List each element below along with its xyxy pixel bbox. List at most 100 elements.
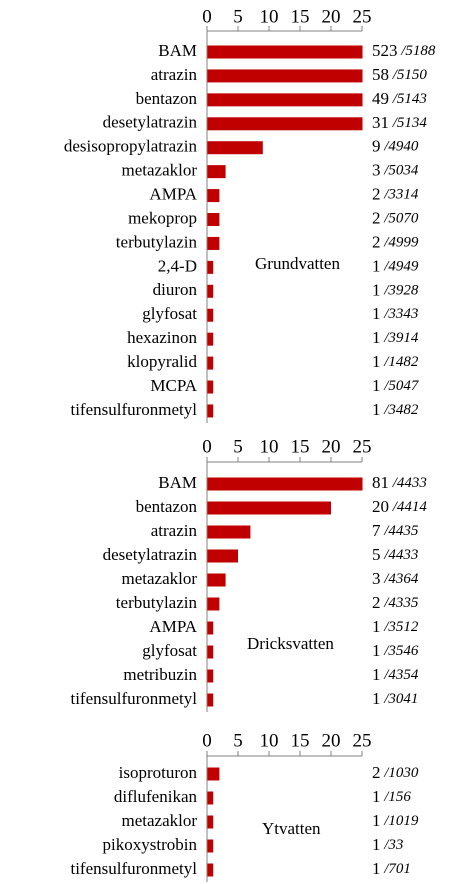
count: 20 (372, 497, 389, 516)
total: 4999 (388, 235, 419, 251)
value-label: 2 /3314 (372, 184, 419, 203)
bar (207, 477, 363, 491)
category-label: terbutylazin (116, 593, 198, 612)
slash: / (381, 813, 391, 829)
value-label: 523 /5188 (372, 41, 436, 60)
value-label: 7 /4435 (372, 521, 419, 540)
total: 3928 (387, 283, 419, 299)
category-label: BAM (158, 41, 197, 60)
value-label: 1 /3546 (372, 641, 419, 660)
bar (207, 549, 238, 563)
count: 2 (372, 208, 381, 227)
category-label: isoproturon (119, 763, 198, 782)
bar (207, 236, 220, 250)
x-tick-label: 15 (291, 6, 310, 27)
bar (207, 45, 363, 59)
category-label: MCPA (150, 376, 197, 395)
category-label: tifensulfuronmetyl (70, 400, 197, 419)
slash: / (381, 378, 391, 394)
category-label: atrazin (151, 521, 198, 540)
count: 1 (372, 641, 381, 660)
category-label: glyfosat (142, 304, 197, 323)
bar (207, 332, 214, 346)
bar (207, 117, 363, 131)
value-label: 3 /4364 (372, 569, 419, 588)
bar (207, 693, 214, 707)
x-tick-label: 10 (260, 6, 279, 27)
value-label: 1 /1482 (372, 352, 419, 371)
slash: / (381, 187, 391, 203)
count: 5 (372, 545, 381, 564)
bar (207, 621, 214, 635)
slash: / (389, 499, 399, 515)
bar (207, 525, 251, 539)
count: 9 (372, 137, 381, 156)
bar (207, 260, 214, 274)
slash: / (381, 259, 391, 275)
category-label: tifensulfuronmetyl (70, 689, 197, 708)
slash: / (389, 91, 399, 107)
slash: / (381, 331, 391, 347)
category-label: diflufenikan (114, 787, 198, 806)
total: 5188 (405, 43, 436, 59)
bar (207, 669, 214, 683)
total: 156 (388, 789, 411, 805)
value-label: 1 /3914 (372, 328, 419, 347)
slash: / (389, 115, 399, 131)
category-label: metribuzin (123, 665, 197, 684)
count: 2 (372, 184, 381, 203)
total: 1482 (388, 355, 419, 371)
total: 4433 (397, 475, 427, 491)
value-label: 81 /4433 (372, 473, 427, 492)
slash: / (389, 475, 399, 491)
count: 3 (372, 161, 381, 180)
slash: / (381, 643, 391, 659)
bar (207, 404, 214, 418)
slash: / (381, 789, 391, 805)
bar (207, 573, 226, 587)
count: 1 (372, 256, 381, 275)
count: 2 (372, 232, 381, 251)
count: 1 (372, 328, 381, 347)
bar (207, 645, 214, 659)
x-tick-label: 5 (233, 730, 243, 751)
value-label: 3 /5034 (372, 161, 419, 180)
count: 1 (372, 859, 381, 878)
value-label: 1 /3482 (372, 400, 419, 419)
value-label: 9 /4940 (372, 137, 419, 156)
count: 31 (372, 113, 389, 132)
bar (207, 815, 214, 829)
category-label: mekoprop (128, 208, 197, 227)
total: 5034 (388, 163, 419, 179)
category-label: bentazon (136, 89, 198, 108)
count: 1 (372, 617, 381, 636)
category-label: AMPA (149, 617, 197, 636)
total: 3914 (387, 331, 419, 347)
value-label: 1 /3928 (372, 280, 419, 299)
total: 4433 (388, 547, 418, 563)
x-tick-label: 10 (260, 436, 279, 457)
total: 4940 (388, 139, 419, 155)
count: 7 (372, 521, 381, 540)
bar (207, 93, 363, 107)
category-label: klopyralid (127, 352, 197, 371)
bar (207, 308, 214, 322)
x-tick-label: 25 (353, 6, 372, 27)
x-tick-label: 20 (322, 6, 341, 27)
count: 1 (372, 304, 381, 323)
category-label: BAM (158, 473, 197, 492)
slash: / (381, 235, 391, 251)
count: 1 (372, 811, 381, 830)
total: 4414 (397, 499, 428, 515)
total: 3041 (387, 691, 418, 707)
count: 1 (372, 376, 381, 395)
x-tick-label: 5 (233, 436, 243, 457)
x-tick-label: 0 (202, 436, 212, 457)
category-label: atrazin (151, 65, 198, 84)
slash: / (381, 163, 391, 179)
count: 1 (372, 689, 381, 708)
slash: / (381, 283, 391, 299)
slash: / (381, 139, 391, 155)
value-label: 1 /701 (372, 859, 411, 878)
total: 1019 (388, 813, 419, 829)
